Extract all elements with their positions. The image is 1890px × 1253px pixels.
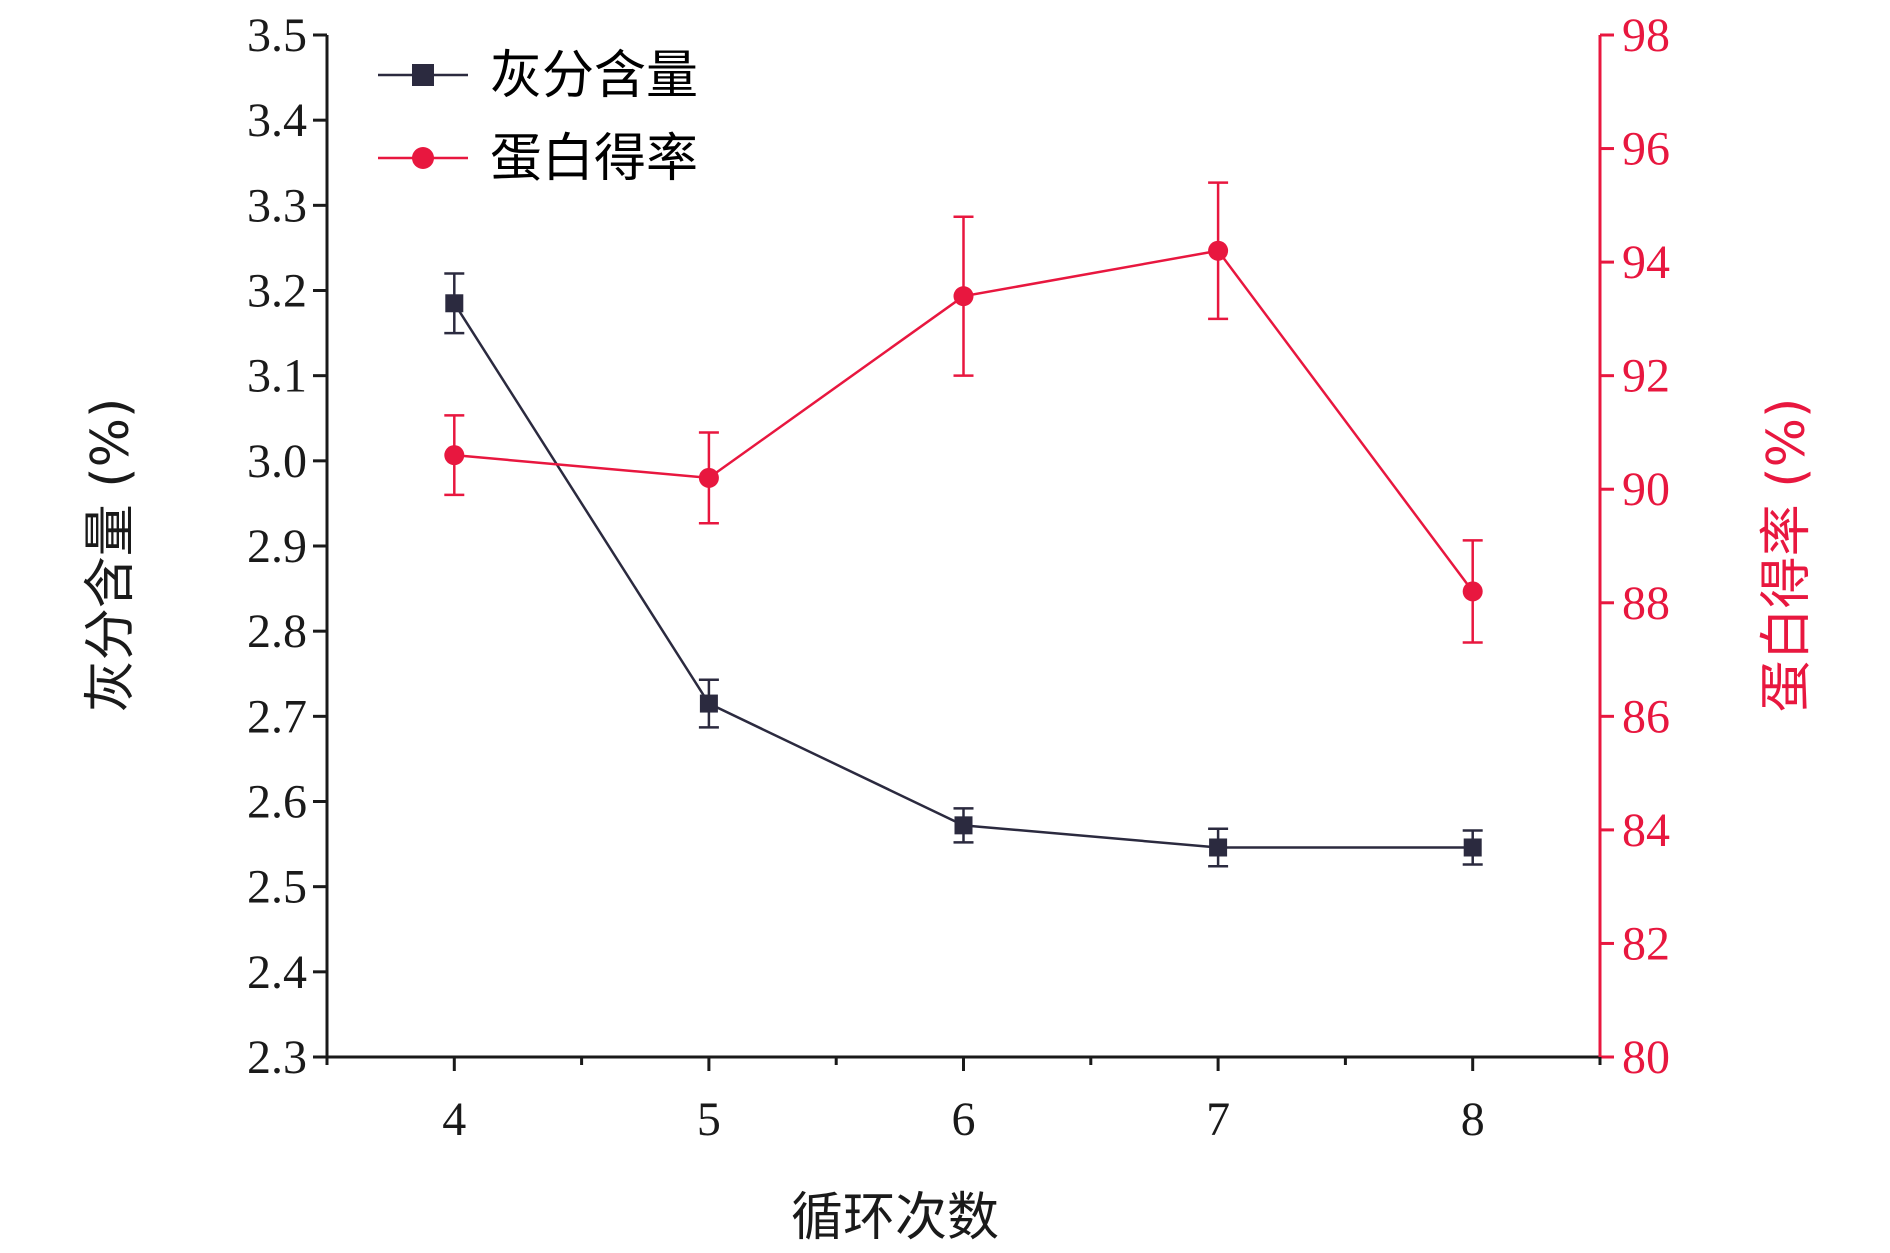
data-point-circle: [1462, 581, 1483, 602]
left-tick-label: 3.4: [247, 94, 307, 147]
legend-item-ash: 灰分含量: [378, 46, 698, 106]
legend-label-protein: 蛋白得率: [490, 129, 698, 189]
left-axis-title: 灰分含量 (%): [81, 398, 141, 713]
right-tick-label: 88: [1622, 577, 1670, 630]
right-tick-label: 94: [1622, 236, 1670, 289]
left-tick-label: 2.7: [247, 690, 307, 743]
x-tick-label: 7: [1206, 1093, 1230, 1146]
left-tick-label: 2.5: [247, 861, 307, 914]
right-tick-label: 80: [1622, 1031, 1670, 1084]
legend: 灰分含量 蛋白得率: [378, 46, 698, 189]
left-tick-label: 2.4: [247, 946, 307, 999]
right-tick-label: 82: [1622, 917, 1670, 970]
legend-marker-protein: [412, 147, 434, 169]
legend-item-protein: 蛋白得率: [378, 129, 698, 189]
right-tick-label: 90: [1622, 463, 1670, 516]
data-point-circle: [1208, 240, 1229, 261]
data-point-square: [445, 294, 464, 313]
data-point-circle: [444, 445, 465, 466]
x-axis-title: 循环次数: [791, 1188, 999, 1248]
axes: 3.5 3.4 3.3 3.2 3.1 3.0 2.9 2.8 2.7 2.6 2.5 2.4 2.3 9…: [247, 9, 1670, 1146]
left-tick-label: 3.1: [247, 350, 307, 403]
right-tick-label: 92: [1622, 350, 1670, 403]
left-tick-label: 2.8: [247, 605, 307, 658]
series-layer: [444, 181, 1483, 868]
data-point-circle: [953, 286, 974, 307]
right-tick-label: 84: [1622, 804, 1670, 857]
legend-label-ash: 灰分含量: [490, 46, 698, 106]
left-tick-label: 3.2: [247, 265, 307, 318]
x-tick-label: 4: [442, 1093, 466, 1146]
data-point-square: [954, 816, 973, 835]
left-tick-label: 3.5: [247, 9, 307, 62]
left-tick-label: 2.9: [247, 520, 307, 573]
data-point-square: [1463, 838, 1482, 857]
right-tick-label: 86: [1622, 690, 1670, 743]
x-tick-label: 8: [1461, 1093, 1485, 1146]
left-tick-label: 3.0: [247, 435, 307, 488]
right-axis-title: 蛋白得率 (%): [1757, 398, 1817, 713]
data-point-square: [1209, 838, 1228, 857]
series-line-0: [453, 302, 1473, 849]
legend-marker-ash: [412, 64, 434, 86]
right-tick-label: 98: [1622, 9, 1670, 62]
right-tick-label: 96: [1622, 123, 1670, 176]
left-tick-label: 3.3: [247, 179, 307, 232]
data-point-circle: [698, 467, 719, 488]
data-point-square: [699, 694, 718, 713]
left-tick-label: 2.6: [247, 776, 307, 829]
left-tick-label: 2.3: [247, 1031, 307, 1084]
x-tick-label: 5: [697, 1093, 721, 1146]
x-tick-label: 6: [952, 1093, 976, 1146]
